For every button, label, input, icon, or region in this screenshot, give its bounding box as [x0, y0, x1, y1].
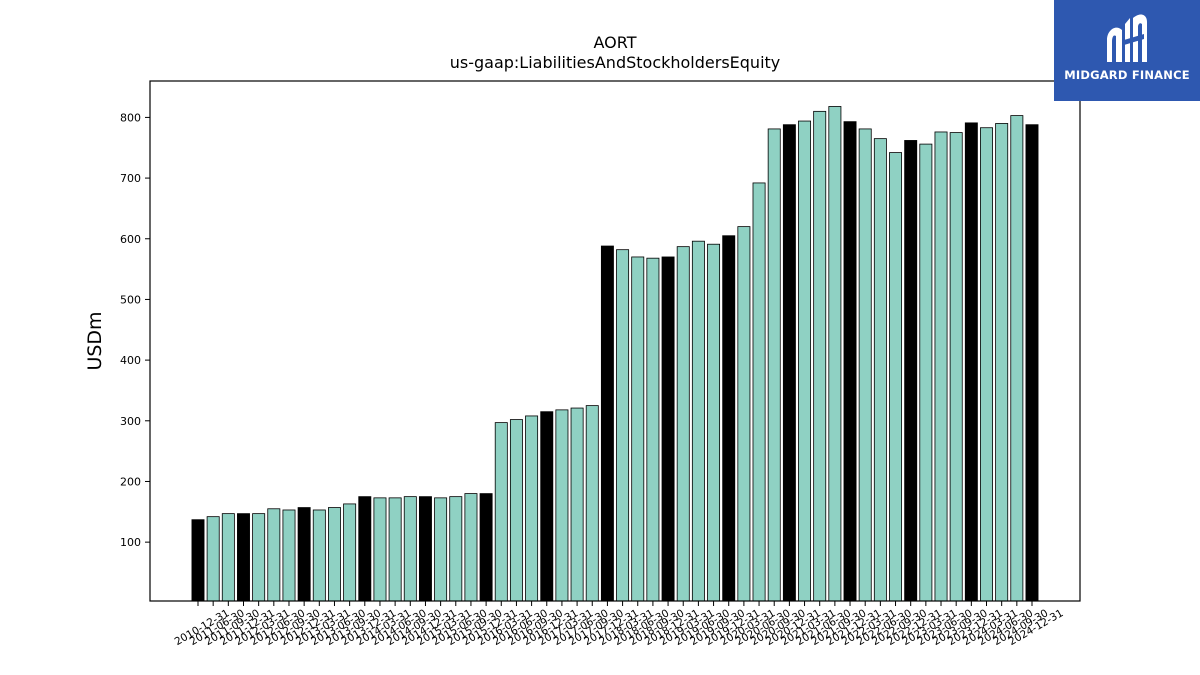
bar-2021-03-31 [798, 120, 812, 602]
bar-2021-09-30 [828, 106, 842, 602]
bar-2015-12-31 [479, 493, 493, 602]
bar-2022-12-31 [904, 140, 918, 602]
bar-2023-09-30 [949, 132, 963, 602]
y-tick-label: 400 [120, 354, 141, 367]
bar-2017-03-31 [555, 409, 569, 602]
y-tick-label: 200 [120, 475, 141, 488]
bar-2021-12-31 [843, 121, 857, 602]
bar-2020-12-31 [782, 124, 796, 602]
bar-2013-12-31 [358, 496, 372, 602]
bar-2017-12-31 [600, 245, 614, 602]
bar-2024-09-30 [1010, 115, 1024, 602]
bar-2015-09-30 [464, 493, 478, 602]
bar-2015-03-31 [434, 497, 448, 602]
bar-2013-06-30 [328, 507, 341, 602]
bar-2023-12-31 [964, 122, 978, 602]
bar-2012-09-30 [282, 509, 296, 602]
bar-2021-06-30 [813, 110, 827, 602]
bar-2011-12-31 [237, 513, 250, 602]
bar-2014-09-30 [403, 496, 417, 602]
bar-2012-06-30 [267, 508, 281, 602]
chart-subtitle: us-gaap:LiabilitiesAndStockholdersEquity [450, 53, 781, 72]
bar-2023-03-31 [919, 143, 933, 602]
bar-2016-12-31 [540, 411, 554, 602]
bar-2022-09-30 [889, 152, 902, 602]
y-tick-label: 600 [120, 233, 141, 246]
chart-title: AORT [594, 33, 637, 52]
bar-2019-03-31 [676, 246, 690, 602]
y-tick-label: 800 [120, 111, 141, 124]
bar-2024-06-30 [995, 123, 1009, 602]
y-tick-label: 300 [120, 415, 141, 428]
bar-2011-09-30 [221, 513, 235, 602]
bar-2020-09-30 [767, 128, 781, 602]
logo-text: MIDGARD FINANCE [1064, 68, 1190, 82]
bars-group [191, 106, 1039, 602]
bar-2012-12-31 [297, 507, 311, 602]
bar-2015-06-30 [449, 496, 463, 602]
bar-2020-06-30 [752, 182, 766, 602]
bar-2018-03-31 [616, 249, 630, 602]
midgard-finance-logo: MIDGARD FINANCE [1054, 0, 1200, 101]
plot-frame [149, 80, 1081, 602]
bar-2024-12-31 [1025, 124, 1039, 602]
bar-2012-03-31 [252, 513, 266, 602]
y-tick-label: 700 [120, 172, 141, 185]
bar-2019-06-30 [691, 240, 705, 602]
bar-2018-06-30 [631, 256, 645, 602]
bar-2011-06-30 [206, 516, 220, 602]
y-axis-label: USDm [84, 311, 106, 370]
bar-2023-06-30 [934, 131, 948, 602]
bar-2022-06-30 [873, 138, 887, 602]
y-tick-label: 500 [120, 293, 141, 306]
bar-2014-12-31 [418, 496, 432, 602]
bar-2016-09-30 [525, 415, 539, 602]
bar-2018-09-30 [646, 257, 660, 602]
bar-2018-12-31 [661, 256, 675, 602]
bar-2017-09-30 [585, 405, 599, 602]
bar-2014-03-31 [373, 497, 387, 602]
bar-2019-12-31 [722, 235, 736, 602]
bar-2020-03-31 [737, 226, 751, 602]
bar-2010-12-31 [191, 519, 205, 602]
bar-2013-03-31 [312, 509, 326, 602]
x-axis-ticks: 2010-12-312011-06-302011-09-302011-12-31… [173, 601, 1066, 648]
y-tick-label: 100 [120, 536, 141, 549]
midgard-logo-icon [1107, 14, 1147, 62]
bar-2013-09-30 [343, 503, 357, 602]
bar-2016-03-31 [494, 422, 508, 602]
y-axis-ticks: 100 200 300 400 500 600 700 800 [120, 111, 150, 549]
bar-2024-03-31 [980, 127, 993, 602]
bar-2022-03-31 [858, 128, 872, 602]
bar-2014-06-30 [388, 497, 402, 602]
bar-2016-06-30 [509, 419, 523, 602]
bar-2017-06-30 [570, 407, 584, 602]
bar-2019-09-30 [707, 243, 721, 602]
